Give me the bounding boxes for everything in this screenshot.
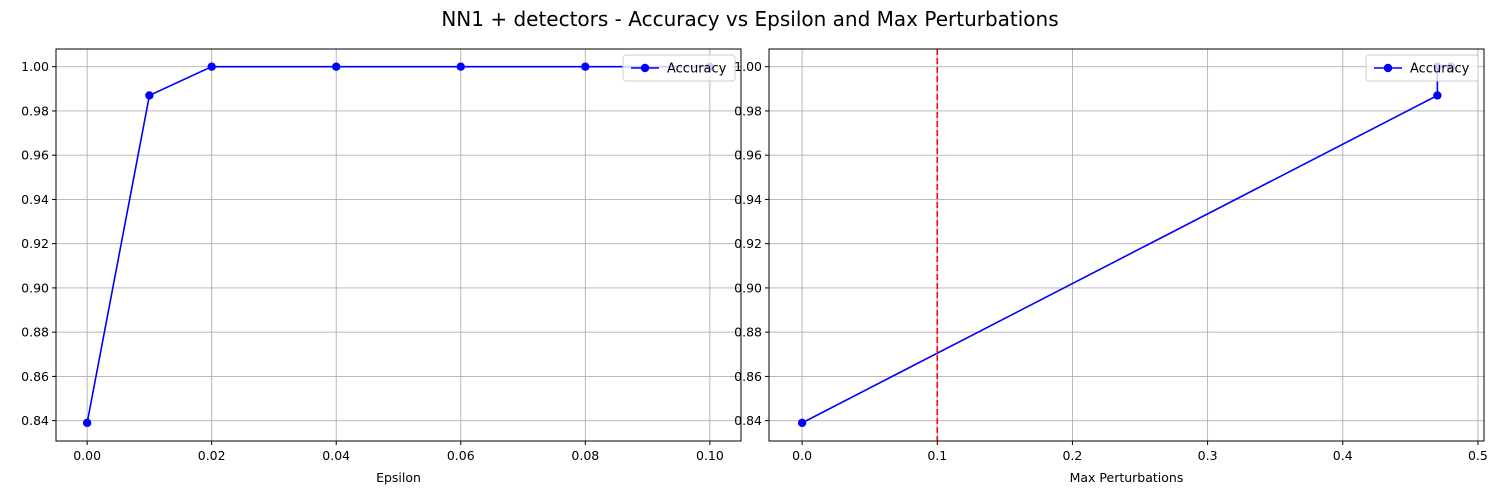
accuracy-vs-max-perturbations-chart: 0.0 0.1 0.2 0.3 0.4 0.5 0.84 0.86 0.88 0.90 0.92 0.… <box>734 48 1488 485</box>
accuracy-data-point <box>1433 91 1442 100</box>
x-tick-label: 0.0 <box>792 448 812 463</box>
legend-label: Accuracy <box>667 62 727 77</box>
legend: Accuracy <box>1365 54 1479 82</box>
y-tick-label: 0.96 <box>734 148 762 163</box>
y-tick-label: 0.92 <box>21 236 49 251</box>
legend-box <box>622 54 736 82</box>
y-tick-label: 0.90 <box>21 280 49 295</box>
x-tick-label: 0.02 <box>198 448 226 463</box>
x-tick-label: 0.06 <box>447 448 475 463</box>
legend-box <box>1365 54 1479 82</box>
y-tick-label: 0.90 <box>734 280 762 295</box>
legend-marker-swatch <box>640 63 650 73</box>
legend: Accuracy <box>622 54 736 82</box>
y-tick-label: 0.96 <box>21 148 49 163</box>
figure-title: NN1 + detectors - Accuracy vs Epsilon an… <box>441 7 1058 31</box>
accuracy-data-point <box>145 91 154 100</box>
x-tick-label: 0.1 <box>927 448 947 463</box>
x-tick-label: 0.08 <box>571 448 599 463</box>
x-axis-label: Epsilon <box>376 470 421 485</box>
y-tick-label: 1.00 <box>21 59 49 74</box>
y-tick-label: 0.88 <box>21 325 49 340</box>
y-tick-label: 0.98 <box>21 103 49 118</box>
legend-marker-swatch <box>1383 63 1393 73</box>
y-tick-label: 0.94 <box>21 192 49 207</box>
accuracy-data-point <box>82 418 92 428</box>
x-tick-label: 0.00 <box>73 448 101 463</box>
x-axis-label: Max Perturbations <box>1070 470 1184 485</box>
x-tick-label: 0.4 <box>1333 448 1353 463</box>
x-tick-label: 0.5 <box>1468 448 1488 463</box>
y-tick-label: 0.88 <box>734 325 762 340</box>
x-tick-label: 0.2 <box>1062 448 1082 463</box>
accuracy-vs-epsilon-chart: 0.00 0.02 0.04 0.06 0.08 0.10 0.84 0.86 0.88 0.90… <box>21 48 742 485</box>
plot-frame <box>768 48 1485 442</box>
y-tick-label: 0.86 <box>21 369 49 384</box>
x-tick-label: 0.04 <box>322 448 350 463</box>
accuracy-data-point <box>581 62 590 71</box>
accuracy-data-point <box>797 418 807 428</box>
y-tick-label: 0.86 <box>734 369 762 384</box>
accuracy-data-point <box>332 62 341 71</box>
y-tick-label: 0.94 <box>734 192 762 207</box>
accuracy-data-point <box>207 62 216 71</box>
plot-frame <box>55 48 742 442</box>
y-tick-label: 1.00 <box>734 59 762 74</box>
y-tick-label: 0.98 <box>734 103 762 118</box>
y-tick-label: 0.84 <box>734 413 762 428</box>
x-tick-label: 0.3 <box>1198 448 1218 463</box>
y-tick-label: 0.92 <box>734 236 762 251</box>
legend-label: Accuracy <box>1410 62 1470 77</box>
x-tick-label: 0.10 <box>696 448 724 463</box>
y-tick-label: 0.84 <box>21 413 49 428</box>
accuracy-data-point <box>456 62 465 71</box>
